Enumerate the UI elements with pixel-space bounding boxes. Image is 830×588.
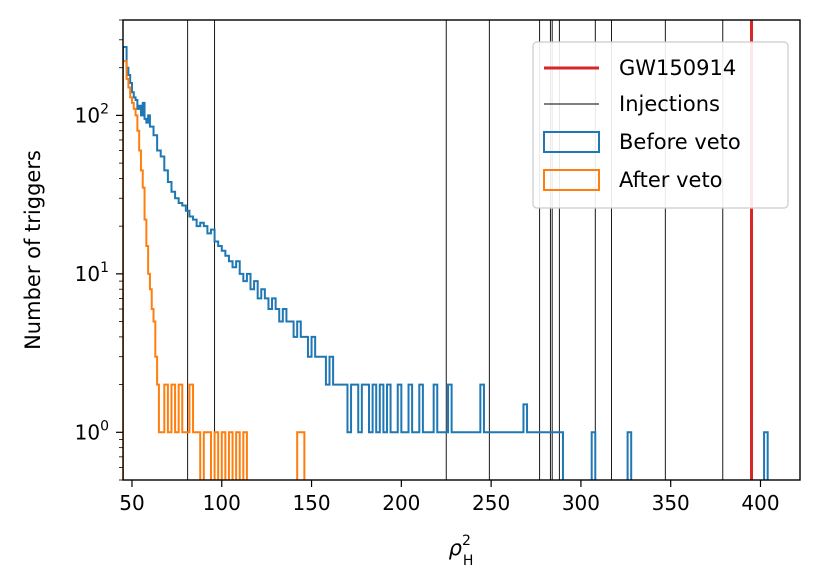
y-tick-label: 100: [75, 418, 109, 444]
y-tick-label: 102: [75, 101, 109, 127]
y-tick-label-base: 10: [75, 420, 100, 444]
legend-label-injections: Injections: [619, 92, 720, 116]
chart: 50 100 150 200 250 300 350 400 100101102 ρ2 H Nu…: [0, 0, 830, 588]
legend: GW150914 Injections Before veto After ve…: [533, 42, 788, 208]
x-tick-label: 300: [562, 491, 600, 515]
legend-label-after-veto: After veto: [619, 168, 723, 192]
y-tick-label: 101: [75, 260, 109, 286]
x-tick-label: 400: [741, 491, 779, 515]
legend-label-before-veto: Before veto: [619, 130, 741, 154]
x-tick-label: 250: [472, 491, 510, 515]
x-tick-label: 350: [652, 491, 690, 515]
y-tick-label-exp: 2: [100, 101, 109, 117]
x-axis-label: ρ2 H: [449, 533, 474, 569]
y-tick-label-exp: 1: [100, 260, 109, 276]
x-axis-label-sup: 2: [462, 533, 471, 549]
x-axis-label-sub: H: [463, 553, 474, 569]
y-axis-label: Number of triggers: [21, 150, 45, 350]
x-tick-label: 150: [292, 491, 330, 515]
y-tick-label-base: 10: [75, 262, 100, 286]
x-tick-label: 200: [382, 491, 420, 515]
x-axis-label-base: ρ: [449, 536, 463, 560]
y-tick-label-base: 10: [75, 103, 100, 127]
x-tick-label: 50: [119, 491, 144, 515]
legend-label-gw150914: GW150914: [619, 56, 736, 80]
x-axis: 50 100 150 200 250 300 350 400: [119, 480, 779, 515]
x-tick-label: 100: [203, 491, 241, 515]
y-tick-label-exp: 0: [100, 418, 109, 434]
